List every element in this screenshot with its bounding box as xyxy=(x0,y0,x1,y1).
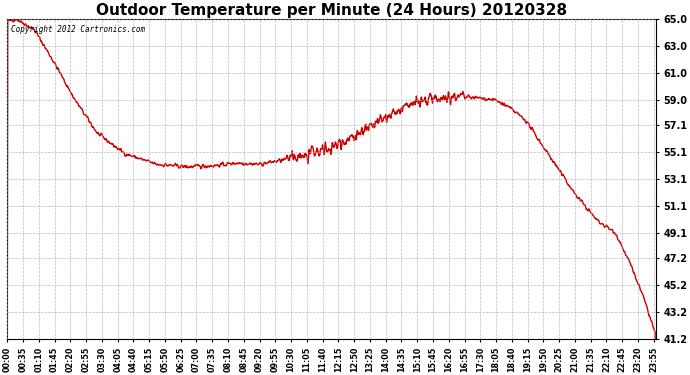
Text: Copyright 2012 Cartronics.com: Copyright 2012 Cartronics.com xyxy=(10,26,145,34)
Title: Outdoor Temperature per Minute (24 Hours) 20120328: Outdoor Temperature per Minute (24 Hours… xyxy=(96,3,567,18)
